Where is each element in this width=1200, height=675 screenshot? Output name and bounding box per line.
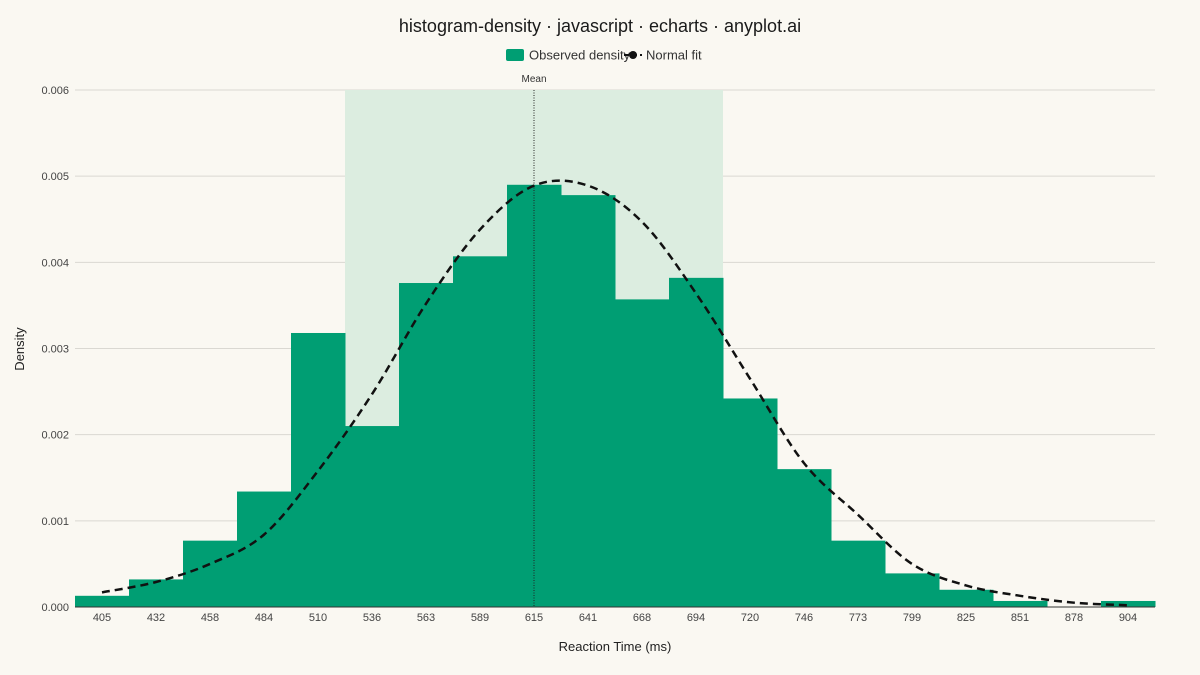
y-tick-label: 0.005 bbox=[41, 171, 69, 183]
x-tick-label: 825 bbox=[957, 612, 975, 624]
x-tick-label: 563 bbox=[417, 612, 435, 624]
x-tick-label: 615 bbox=[525, 612, 543, 624]
histogram-bar[interactable] bbox=[777, 469, 832, 607]
x-tick-label: 484 bbox=[255, 612, 273, 624]
x-tick-label: 773 bbox=[849, 612, 867, 624]
histogram-bar[interactable] bbox=[75, 595, 130, 607]
histogram-bar[interactable] bbox=[345, 426, 400, 607]
x-tick-label: 799 bbox=[903, 612, 921, 624]
x-tick-label: 851 bbox=[1011, 612, 1029, 624]
axes: 0.000 0.001 0.002 0.003 0.004 0.005 0.006 405 43… bbox=[41, 85, 1155, 624]
histogram-bar[interactable] bbox=[129, 579, 184, 607]
y-tick-label: 0.006 bbox=[41, 85, 69, 97]
x-tick-label: 746 bbox=[795, 612, 813, 624]
y-tick-label: 0.003 bbox=[41, 344, 69, 356]
x-tick-label: 589 bbox=[471, 612, 489, 624]
histogram-bar[interactable] bbox=[183, 540, 238, 607]
x-tick-label: 694 bbox=[687, 612, 705, 624]
x-tick-label: 641 bbox=[579, 612, 597, 624]
x-tick-label: 405 bbox=[93, 612, 111, 624]
y-tick-label: 0.000 bbox=[41, 602, 69, 614]
mean-mark-line: Mean bbox=[521, 74, 547, 607]
histogram-bar[interactable] bbox=[669, 277, 724, 607]
histogram-bar[interactable] bbox=[453, 256, 508, 607]
histogram-bar[interactable] bbox=[993, 600, 1048, 607]
x-axis-title: Reaction Time (ms) bbox=[559, 639, 672, 654]
histogram-bar[interactable] bbox=[723, 398, 778, 607]
y-tick-label: 0.002 bbox=[41, 430, 69, 442]
x-tick-label: 904 bbox=[1119, 612, 1137, 624]
legend-label-observed[interactable]: Observed density bbox=[529, 48, 631, 63]
legend-label-normal-fit[interactable]: Normal fit bbox=[646, 48, 702, 63]
histogram-bar[interactable] bbox=[615, 299, 670, 607]
histogram-bar[interactable] bbox=[939, 589, 994, 607]
y-axis-title: Density bbox=[12, 327, 27, 371]
x-tick-label: 510 bbox=[309, 612, 327, 624]
normal-fit-line[interactable] bbox=[101, 179, 1129, 607]
bar-series bbox=[75, 184, 1156, 608]
histogram-bar[interactable] bbox=[399, 283, 454, 607]
chart-title: histogram-density · javascript · echarts… bbox=[399, 16, 801, 36]
legend-line-marker[interactable] bbox=[629, 51, 637, 59]
x-tick-label: 878 bbox=[1065, 612, 1083, 624]
histogram-bar[interactable] bbox=[291, 332, 346, 607]
y-tick-label: 0.001 bbox=[41, 516, 69, 528]
y-tick-label: 0.004 bbox=[41, 257, 69, 269]
legend[interactable]: Observed density Normal fit bbox=[506, 48, 702, 63]
x-tick-label: 432 bbox=[147, 612, 165, 624]
mean-label: Mean bbox=[521, 74, 546, 85]
x-tick-label: 668 bbox=[633, 612, 651, 624]
legend-bar-swatch[interactable] bbox=[506, 49, 524, 61]
normal-fit-curve bbox=[101, 179, 1129, 607]
histogram-bar[interactable] bbox=[885, 573, 940, 607]
histogram-bar[interactable] bbox=[237, 491, 292, 607]
x-tick-label: 536 bbox=[363, 612, 381, 624]
x-tick-label: 458 bbox=[201, 612, 219, 624]
histogram-bar[interactable] bbox=[561, 195, 616, 607]
x-tick-label: 720 bbox=[741, 612, 759, 624]
histogram-bar[interactable] bbox=[1101, 600, 1156, 607]
histogram-bar[interactable] bbox=[831, 540, 886, 607]
